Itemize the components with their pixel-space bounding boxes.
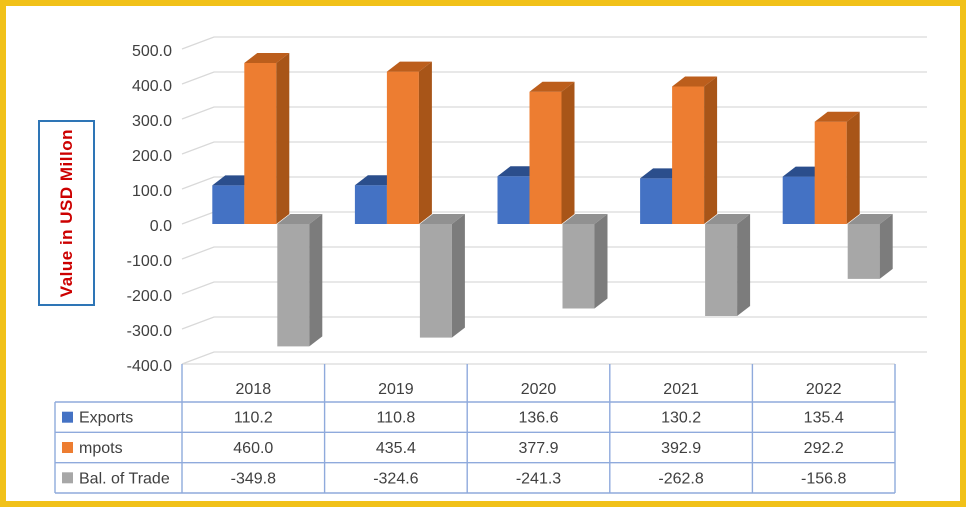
bar-mpots-2021[interactable] xyxy=(672,76,718,225)
y-tick-label: -200.0 xyxy=(127,288,172,305)
y-axis-title: Value in USD Millon xyxy=(56,128,76,298)
table-cell: -324.6 xyxy=(373,470,418,487)
category-label: 2020 xyxy=(521,381,557,398)
series-label: Bal. of Trade xyxy=(79,470,170,487)
y-tick-label: 0.0 xyxy=(150,218,172,235)
bar-bal-of-trade-2020[interactable] xyxy=(562,214,608,309)
bar-bal-of-trade-2019[interactable] xyxy=(419,214,465,338)
y-tick-label: -300.0 xyxy=(127,323,172,340)
gridline xyxy=(181,246,927,260)
gridline xyxy=(181,351,927,365)
y-tick-label: -400.0 xyxy=(127,358,172,375)
bar-mpots-2019[interactable] xyxy=(386,61,432,224)
y-tick-label: -100.0 xyxy=(127,253,172,270)
table-cell: -241.3 xyxy=(516,470,561,487)
table-cell: 110.8 xyxy=(376,410,415,427)
gridline xyxy=(181,281,927,295)
table-cell: 292.2 xyxy=(804,440,844,457)
y-tick-label: 500.0 xyxy=(132,43,172,60)
bar-mpots-2018[interactable] xyxy=(244,53,290,224)
category-label: 2018 xyxy=(236,381,272,398)
legend-key-mpots[interactable] xyxy=(62,442,73,453)
table-cell: -262.8 xyxy=(658,470,703,487)
bar-mpots-2020[interactable] xyxy=(529,81,575,224)
gridline xyxy=(181,36,927,50)
y-tick-label: 300.0 xyxy=(132,113,172,130)
gridline xyxy=(181,71,927,85)
table-cell: 377.9 xyxy=(518,440,558,457)
series-label: mpots xyxy=(79,440,123,457)
table-cell: 392.9 xyxy=(661,440,701,457)
bar-bal-of-trade-2022[interactable] xyxy=(847,214,893,279)
table-cell: 130.2 xyxy=(661,410,701,427)
bar-bal-of-trade-2021[interactable] xyxy=(705,214,751,316)
category-label: 2022 xyxy=(806,381,842,398)
table-cell: 460.0 xyxy=(233,440,273,457)
table-row-mpots: mpots 460.0 435.4 377.9 392.9 292.2 xyxy=(62,440,844,457)
category-label: 2021 xyxy=(663,381,699,398)
table-row-exports: Exports 110.2 110.8 136.6 130.2 135.4 xyxy=(62,410,844,427)
table-cell: -349.8 xyxy=(231,470,276,487)
table-cell: 135.4 xyxy=(804,410,844,427)
y-axis-title-box[interactable]: Value in USD Millon xyxy=(38,120,95,306)
table-cell: 110.2 xyxy=(234,410,273,427)
bar-mpots-2022[interactable] xyxy=(814,111,860,224)
category-label: 2019 xyxy=(378,381,414,398)
y-tick-label: 400.0 xyxy=(132,78,172,95)
legend-key-exports[interactable] xyxy=(62,411,73,423)
legend-key-bal-of-trade[interactable] xyxy=(62,472,73,484)
gridline xyxy=(181,316,927,330)
table-cell: 435.4 xyxy=(376,440,416,457)
table-row-bal-of-trade: Bal. of Trade -349.8 -324.6 -241.3 -262.8 -15… xyxy=(62,470,846,487)
table-cell: 136.6 xyxy=(518,410,558,427)
y-tick-label: 100.0 xyxy=(132,183,172,200)
y-tick-label: 200.0 xyxy=(132,148,172,165)
series-label: Exports xyxy=(79,410,133,427)
table-cell: -156.8 xyxy=(801,470,846,487)
bar-bal-of-trade-2018[interactable] xyxy=(277,214,323,347)
